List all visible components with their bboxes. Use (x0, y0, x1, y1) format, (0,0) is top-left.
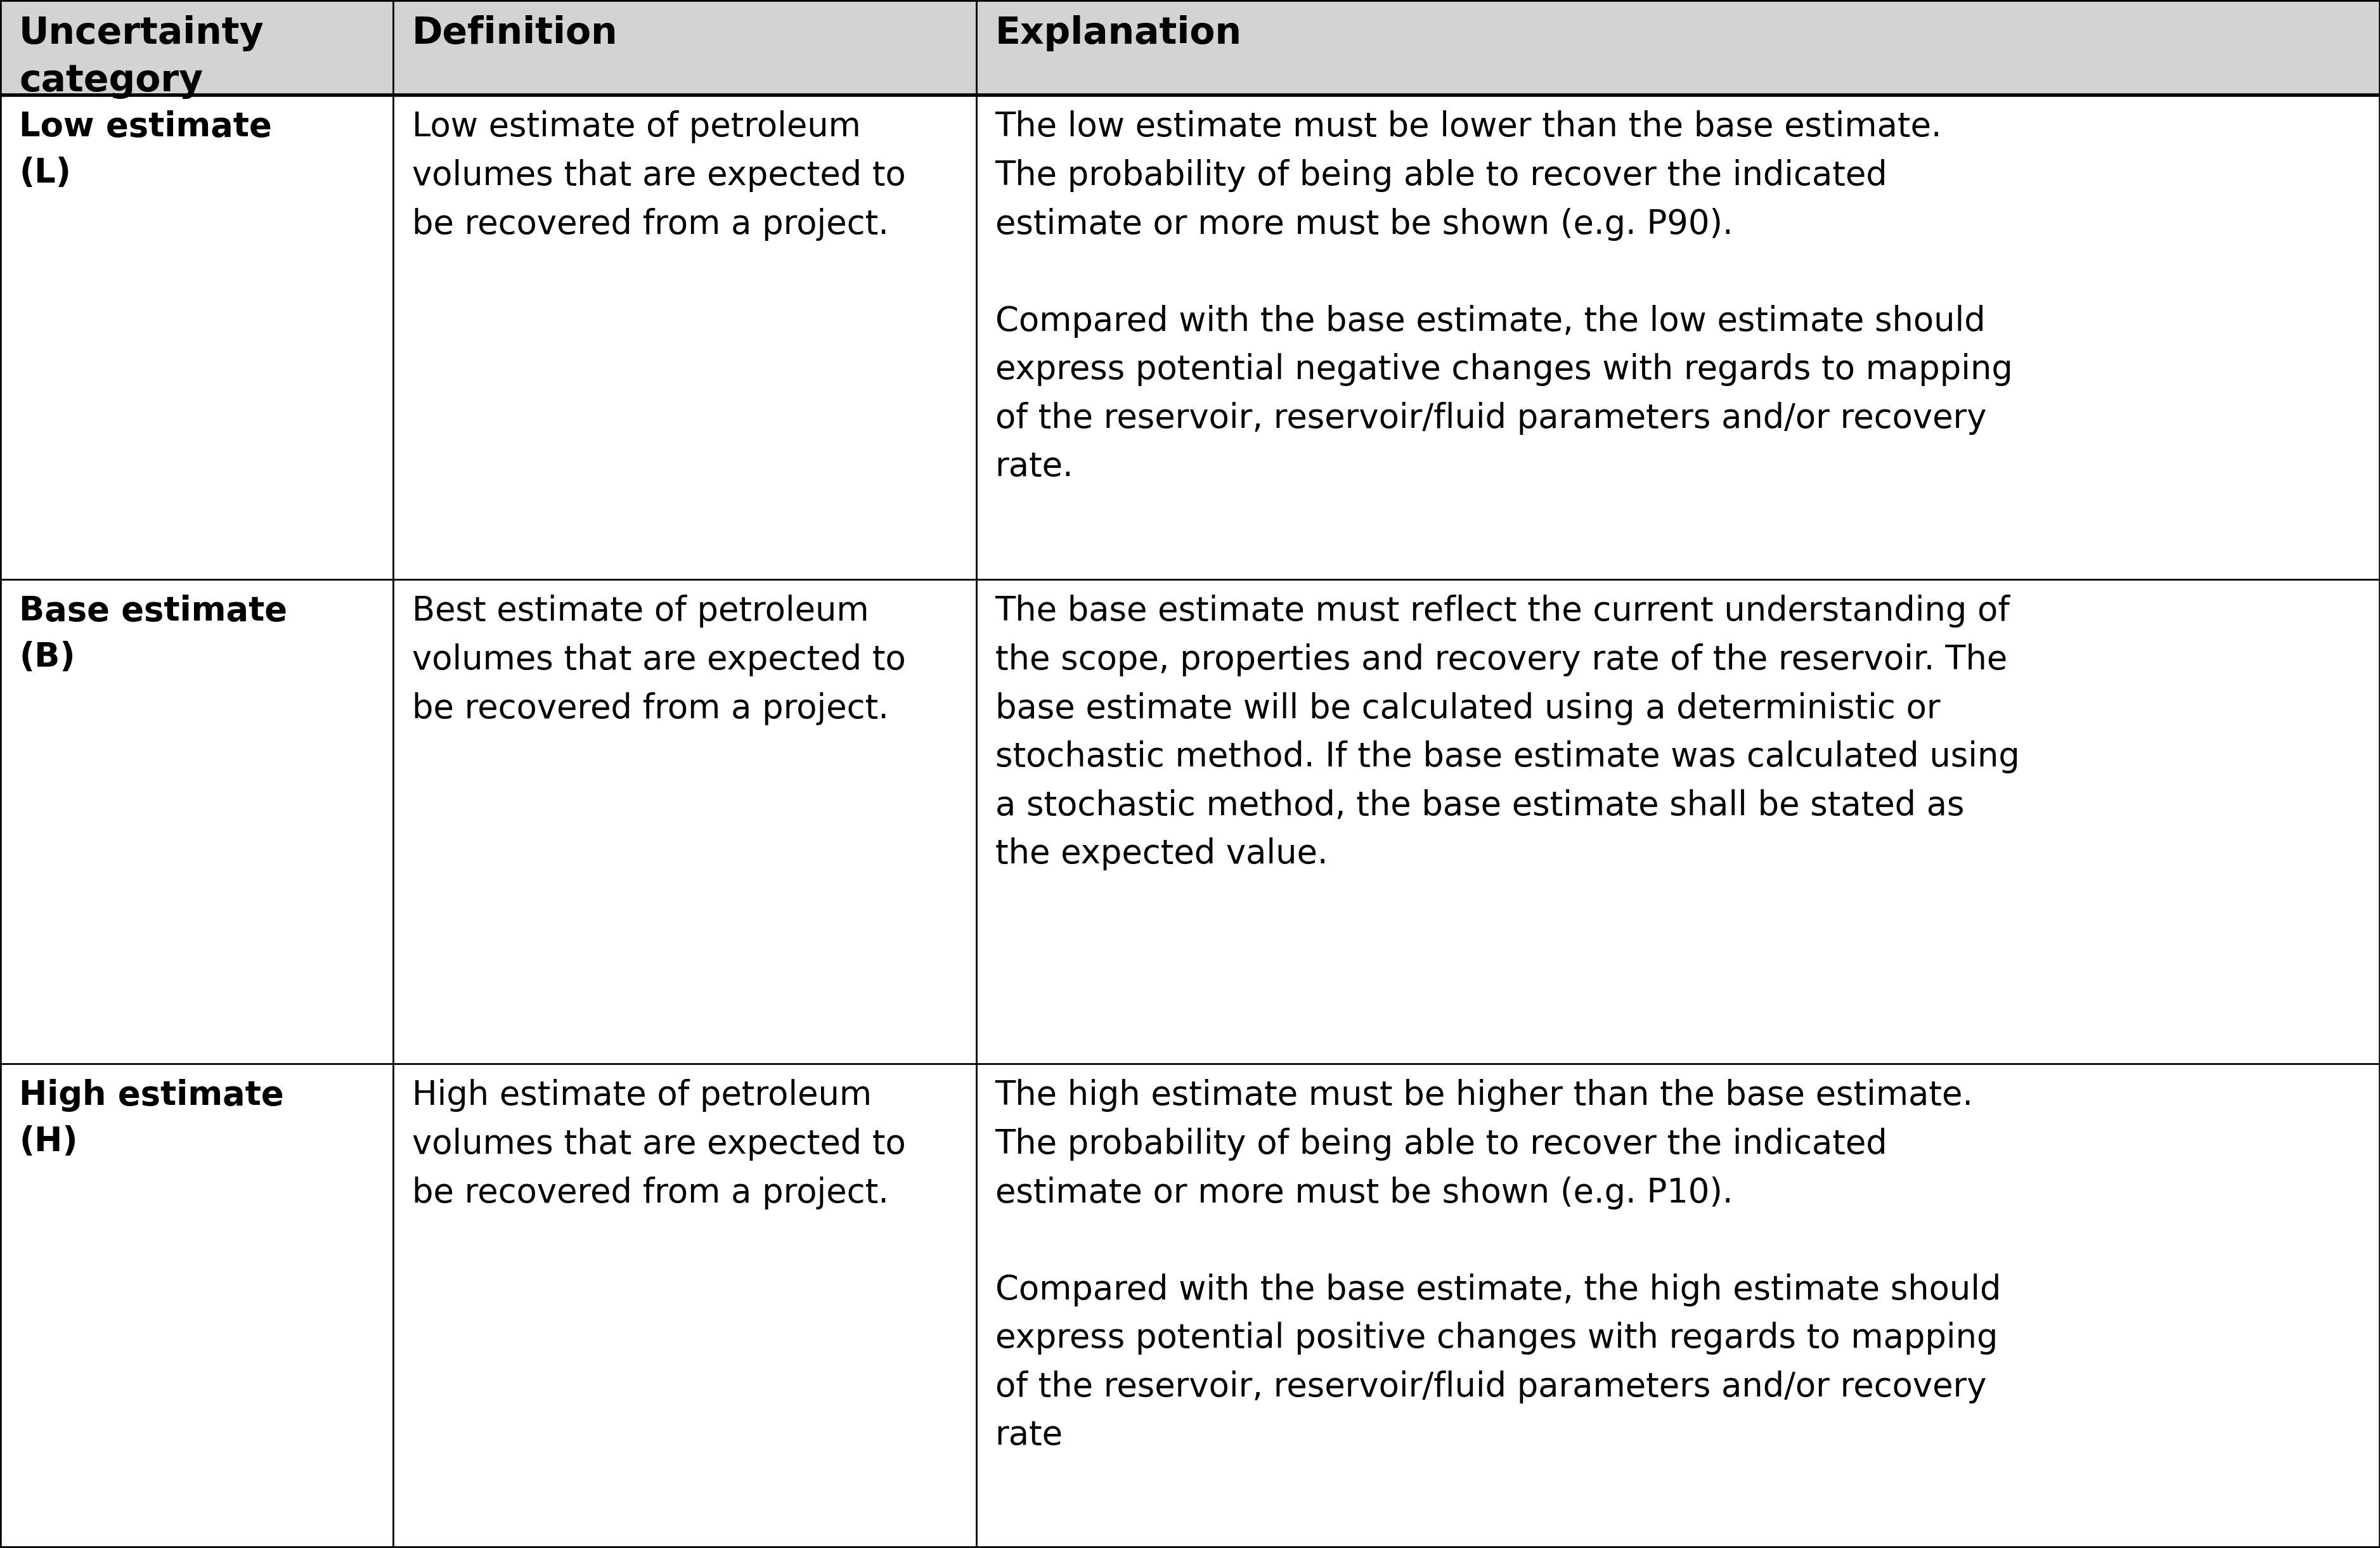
Text: Low estimate of petroleum
volumes that are expected to
be recovered from a proje: Low estimate of petroleum volumes that a… (412, 110, 904, 240)
Text: The low estimate must be lower than the base estimate.
The probability of being : The low estimate must be lower than the … (995, 110, 2011, 483)
Bar (0, 0, 393, 94)
Bar (0, 1063, 393, 1548)
Text: Base estimate
(B): Base estimate (B) (19, 594, 288, 673)
Bar (0, 94, 393, 579)
Bar (976, 1063, 2380, 1548)
Bar (393, 579, 976, 1063)
Text: Uncertainty
category: Uncertainty category (19, 15, 264, 99)
Text: The base estimate must reflect the current understanding of
the scope, propertie: The base estimate must reflect the curre… (995, 594, 2018, 870)
Bar (976, 94, 2380, 579)
Text: Definition: Definition (412, 15, 616, 51)
Bar (393, 0, 976, 94)
Bar (393, 94, 976, 579)
Bar (0, 579, 393, 1063)
Text: Explanation: Explanation (995, 15, 1242, 51)
Text: High estimate
(H): High estimate (H) (19, 1079, 283, 1158)
Text: The high estimate must be higher than the base estimate.
The probability of bein: The high estimate must be higher than th… (995, 1079, 1999, 1452)
Text: Low estimate
(L): Low estimate (L) (19, 110, 271, 189)
Text: Best estimate of petroleum
volumes that are expected to
be recovered from a proj: Best estimate of petroleum volumes that … (412, 594, 904, 724)
Bar (976, 0, 2380, 94)
Bar (393, 1063, 976, 1548)
Bar (976, 579, 2380, 1063)
Text: High estimate of petroleum
volumes that are expected to
be recovered from a proj: High estimate of petroleum volumes that … (412, 1079, 904, 1209)
